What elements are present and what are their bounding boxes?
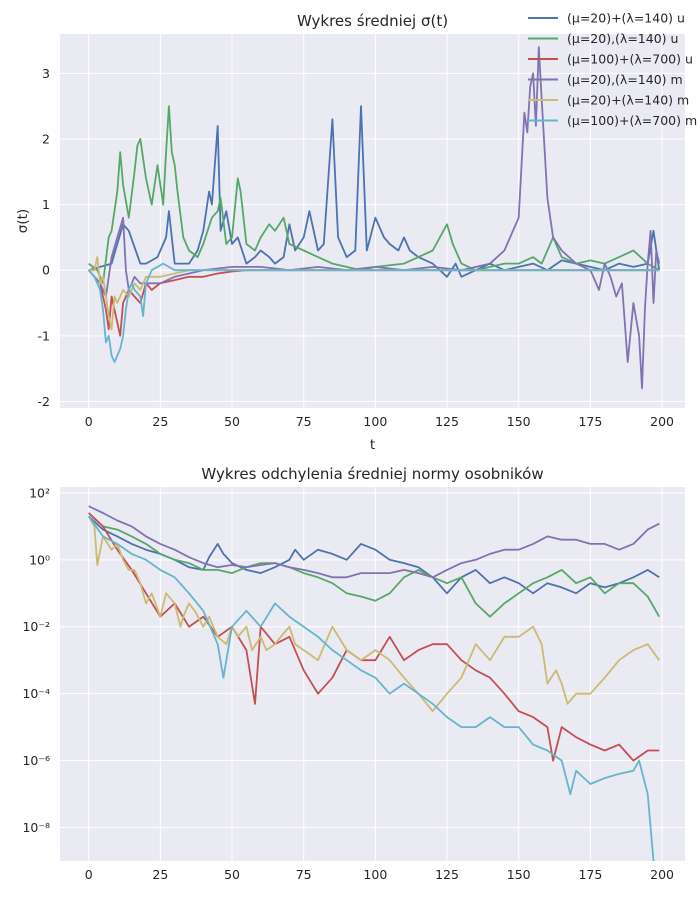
series-line-3 <box>88 512 660 762</box>
legend-label: (μ=20)+(λ=140) u <box>567 11 685 26</box>
y-tick-label: -2 <box>38 394 50 409</box>
y-tick-label: 10⁻⁴ <box>22 686 50 701</box>
x-axis-label: t <box>370 437 375 453</box>
y-tick-label: 10⁻⁶ <box>22 753 50 768</box>
x-tick-label: 50 <box>224 414 240 429</box>
series-line-6 <box>87 515 655 861</box>
x-tick-label: 175 <box>578 867 602 882</box>
x-tick-label: 150 <box>507 414 531 429</box>
x-tick-label: 125 <box>435 867 459 882</box>
x-tick-label: 75 <box>296 867 312 882</box>
series-line-5 <box>87 515 660 713</box>
y-axis-label: σ(t) <box>15 209 31 233</box>
x-tick-label: 75 <box>296 414 312 429</box>
legend: (μ=20)+(λ=140) u (μ=20),(λ=140) u (μ=100)+… <box>528 11 697 128</box>
y-tick-label: 2 <box>42 131 50 146</box>
x-tick-label: 200 <box>650 414 674 429</box>
x-tick-label: 25 <box>152 867 168 882</box>
chart-top: 0 25 50 75 100 125 150 175 200 -2 -1 0 1 2 3 Wykres śre… <box>15 11 697 454</box>
series-line-2 <box>88 105 660 285</box>
x-tick-label: 25 <box>152 414 168 429</box>
x-tick-label: 50 <box>224 867 240 882</box>
x-tick-label: 0 <box>85 414 93 429</box>
plot-area <box>60 34 685 408</box>
y-tick-label: 0 <box>42 263 50 278</box>
series-line-4 <box>88 505 660 579</box>
chart-bottom: 0 25 50 75 100 125 150 175 200 10⁻⁸ 10⁻⁶ 10⁻⁴ 10⁻² 10… <box>22 465 685 882</box>
series-line-1 <box>88 515 660 595</box>
y-tick-label: 10² <box>29 485 50 500</box>
x-tick-label: 100 <box>363 867 387 882</box>
legend-label: (μ=20),(λ=140) m <box>567 72 683 87</box>
series-line-6 <box>88 262 660 364</box>
x-tick-label: 150 <box>507 867 531 882</box>
y-tick-label: 10⁰ <box>29 552 50 567</box>
series-group <box>87 505 660 861</box>
legend-label: (μ=20),(λ=140) u <box>567 31 678 46</box>
y-tick-label: 10⁻⁸ <box>22 820 50 835</box>
y-tick-label: 3 <box>42 66 50 81</box>
x-tick-label: 0 <box>85 867 93 882</box>
chart-title: Wykres odchylenia średniej normy osobnik… <box>201 465 543 483</box>
y-tick-label: -1 <box>38 328 50 343</box>
legend-label: (μ=100)+(λ=700) m <box>567 113 697 128</box>
y-tick-label: 10⁻² <box>22 619 50 634</box>
y-tick-label: 1 <box>42 197 50 212</box>
series-line-2 <box>88 512 660 618</box>
x-tick-label: 100 <box>363 414 387 429</box>
x-tick-label: 125 <box>435 414 459 429</box>
series-line-1 <box>88 105 661 278</box>
legend-label: (μ=100)+(λ=700) u <box>567 52 693 67</box>
legend-label: (μ=20)+(λ=140) m <box>567 93 689 108</box>
x-tick-label: 175 <box>578 414 602 429</box>
x-tick-label: 200 <box>650 867 674 882</box>
chart-title: Wykres średniej σ(t) <box>297 12 448 30</box>
series-group <box>88 46 661 390</box>
series-line-4 <box>88 46 661 390</box>
